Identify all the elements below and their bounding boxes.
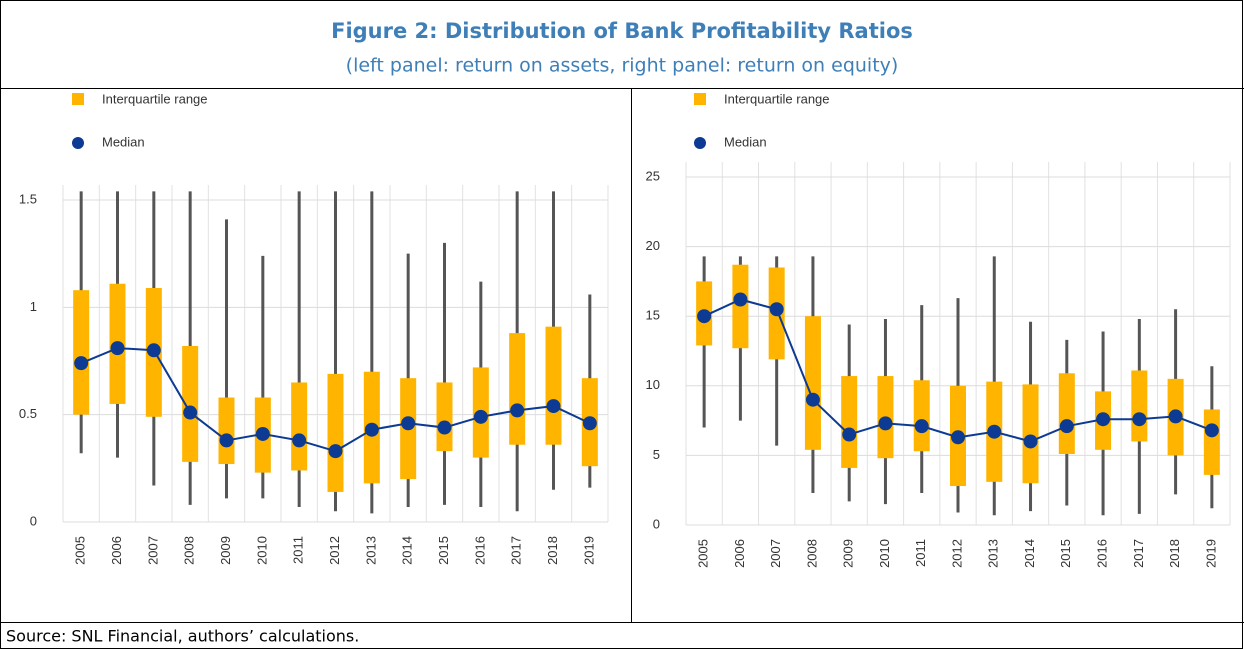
- x-tick-label: 2014: [400, 536, 415, 565]
- median-point: [401, 416, 416, 431]
- median-point: [1168, 409, 1183, 424]
- median-point: [951, 430, 965, 445]
- median-point: [1059, 419, 1074, 434]
- x-tick-label: 2010: [877, 539, 892, 568]
- x-tick-label: 2005: [73, 536, 88, 565]
- y-tick-label: 1: [30, 299, 37, 314]
- x-tick-label: 2005: [696, 539, 711, 568]
- iqr-box: [913, 380, 930, 452]
- y-tick-label: 10: [646, 377, 660, 392]
- median-point: [1204, 423, 1219, 438]
- median-point: [437, 420, 452, 435]
- x-tick-label: 2018: [1167, 539, 1182, 568]
- legend-label: Median: [102, 134, 145, 149]
- x-tick-label: 2013: [986, 539, 1001, 568]
- median-point: [582, 416, 597, 431]
- median-point: [146, 343, 161, 358]
- median-point: [842, 427, 857, 442]
- x-tick-label: 2013: [363, 536, 378, 565]
- x-tick-label: 2012: [327, 536, 342, 565]
- median-point: [987, 424, 1002, 439]
- iqr-box: [545, 326, 562, 445]
- legend-label: Median: [724, 134, 767, 149]
- x-tick-label: 2019: [581, 536, 596, 565]
- x-tick-label: 2016: [472, 536, 487, 565]
- x-tick-label: 2012: [949, 539, 964, 568]
- median-point: [1023, 434, 1038, 449]
- x-tick-label: 2010: [254, 536, 269, 565]
- iqr-box: [1131, 370, 1148, 442]
- median-point: [110, 341, 125, 356]
- iqr-box: [804, 316, 821, 450]
- median-point: [364, 422, 379, 437]
- x-tick-label: 2015: [1058, 539, 1073, 568]
- median-point: [1096, 412, 1111, 427]
- y-tick-label: 15: [646, 308, 660, 323]
- legend-swatch: [72, 137, 84, 149]
- legend-label: Interquartile range: [724, 91, 830, 106]
- x-tick-label: 2011: [291, 536, 306, 564]
- x-tick-label: 2014: [1022, 539, 1037, 568]
- x-tick-label: 2017: [1131, 539, 1146, 568]
- y-tick-label: 5: [653, 447, 660, 462]
- iqr-box: [436, 382, 453, 452]
- median-point: [328, 444, 343, 459]
- median-point: [219, 433, 234, 448]
- median-point: [74, 356, 89, 371]
- median-point: [1132, 412, 1147, 427]
- median-point: [878, 416, 893, 431]
- iqr-box: [1022, 384, 1039, 484]
- median-point: [769, 302, 784, 317]
- iqr-box: [327, 373, 344, 492]
- legend-swatch: [72, 93, 84, 105]
- x-tick-label: 2006: [732, 539, 747, 568]
- iqr-box: [509, 333, 526, 445]
- legend-label: Interquartile range: [102, 91, 208, 106]
- x-tick-label: 2016: [1095, 539, 1110, 568]
- figure-subtitle: (left panel: return on assets, right pan…: [346, 55, 899, 77]
- median-point: [546, 399, 561, 414]
- median-point: [255, 426, 270, 441]
- y-tick-label: 20: [646, 238, 660, 253]
- median-point: [733, 292, 748, 307]
- y-tick-label: 1.5: [19, 191, 37, 206]
- median-point: [510, 403, 525, 418]
- legend-swatch: [694, 137, 706, 149]
- x-tick-label: 2008: [804, 539, 819, 568]
- iqr-box: [1058, 373, 1075, 455]
- median-point: [292, 433, 307, 448]
- median-point: [183, 405, 198, 420]
- x-tick-label: 2007: [768, 539, 783, 568]
- iqr-box: [1203, 409, 1220, 475]
- x-tick-label: 2009: [218, 536, 233, 565]
- iqr-box: [291, 382, 308, 471]
- x-tick-label: 2017: [509, 536, 524, 565]
- median-point: [914, 419, 929, 434]
- x-tick-label: 2006: [109, 536, 124, 565]
- median-point: [697, 309, 712, 324]
- iqr-box: [182, 345, 199, 462]
- y-tick-label: 0: [30, 513, 37, 528]
- x-tick-label: 2009: [841, 539, 856, 568]
- source: Source: SNL Financial, authors’ calculat…: [6, 627, 359, 646]
- y-tick-label: 0.5: [19, 406, 37, 421]
- legend-swatch: [694, 93, 706, 105]
- median-point: [473, 409, 488, 424]
- x-tick-label: 2011: [913, 539, 928, 567]
- x-tick-label: 2015: [436, 536, 451, 565]
- x-tick-label: 2018: [545, 536, 560, 565]
- figure-title: Figure 2: Distribution of Bank Profitabi…: [331, 19, 913, 43]
- iqr-box: [218, 397, 235, 465]
- y-tick-label: 25: [646, 168, 660, 183]
- x-tick-label: 2019: [1203, 539, 1218, 568]
- y-tick-label: 0: [653, 516, 660, 531]
- iqr-box: [841, 376, 858, 468]
- median-point: [805, 392, 820, 407]
- x-tick-label: 2007: [145, 536, 160, 565]
- iqr-box: [73, 290, 90, 415]
- x-tick-label: 2008: [182, 536, 197, 565]
